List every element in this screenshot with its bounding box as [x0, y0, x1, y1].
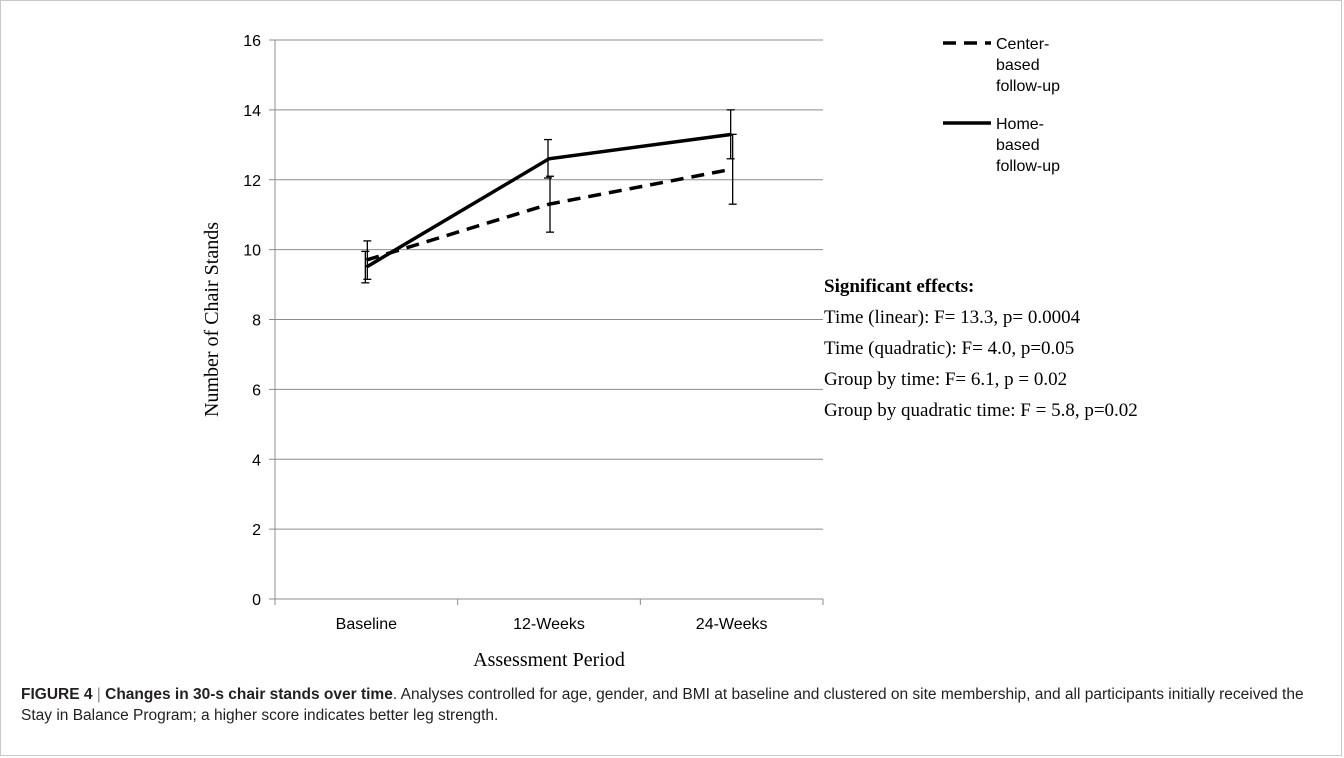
effect-line: Time (linear): F= 13.3, p= 0.0004 — [824, 307, 1081, 328]
y-tick-label: 2 — [252, 522, 261, 539]
y-tick-label: 4 — [252, 452, 261, 469]
caption-label: FIGURE 4 — [21, 686, 93, 703]
legend-label: based — [996, 57, 1040, 74]
chart-svg: 0 2 4 6 8 10 12 14 16 Baseline 12-Weeks 24-Weeks Ass… — [201, 33, 1060, 671]
y-tick-label: 10 — [243, 243, 261, 260]
legend-label: follow-up — [996, 78, 1060, 95]
legend-label: Center- — [996, 36, 1049, 53]
legend-label: based — [996, 137, 1040, 154]
x-axis-label: Assessment Period — [473, 649, 625, 671]
caption-text: . Analyses controlled for age, gender, a… — [21, 686, 1304, 724]
y-tick-label: 14 — [243, 103, 261, 120]
y-tick-label: 8 — [252, 313, 261, 330]
y-tick-label: 16 — [243, 33, 261, 50]
effect-line: Group by time: F= 6.1, p = 0.02 — [824, 369, 1068, 390]
series-line-home-based — [365, 132, 732, 269]
effects-title: Significant effects: — [824, 276, 975, 297]
legend-label: Home- — [996, 116, 1044, 133]
y-tick-label: 0 — [252, 592, 261, 609]
x-tick-label: Baseline — [336, 616, 397, 633]
significant-effects-box: Significant effects: Time (linear): F= 1… — [824, 275, 1184, 430]
effect-line: Time (quadratic): F= 4.0, p=0.05 — [824, 338, 1075, 359]
effect-line: Group by quadratic time: F = 5.8, p=0.02 — [824, 400, 1138, 421]
series-line-center-based — [365, 167, 732, 262]
x-tick-label: 24-Weeks — [696, 616, 768, 633]
caption-title: Changes in 30-s chair stands over time — [105, 686, 393, 703]
y-tick-label: 6 — [252, 382, 261, 399]
legend-label: follow-up — [996, 158, 1060, 175]
figure-caption: FIGURE 4 | Changes in 30-s chair stands … — [21, 684, 1321, 726]
caption-separator: | — [92, 686, 106, 703]
y-tick-label: 12 — [243, 173, 261, 190]
y-axis-label: Number of Chair Stands — [201, 222, 223, 417]
x-tick-label: 12-Weeks — [513, 616, 585, 633]
